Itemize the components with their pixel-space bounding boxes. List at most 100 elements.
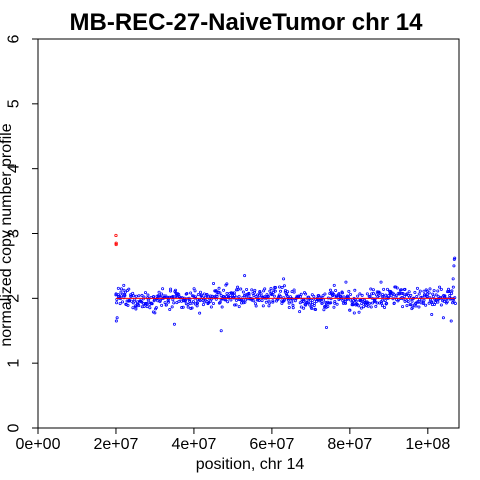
data-point xyxy=(407,290,411,294)
data-point xyxy=(309,301,313,305)
data-point xyxy=(326,304,330,308)
data-point xyxy=(299,292,303,296)
data-point xyxy=(369,287,373,291)
data-point xyxy=(417,292,421,296)
data-point xyxy=(370,301,374,305)
data-point xyxy=(130,299,134,303)
data-point xyxy=(127,287,131,291)
data-point xyxy=(421,301,425,305)
data-point xyxy=(329,301,333,305)
data-point xyxy=(366,304,370,308)
data-point xyxy=(252,299,256,303)
data-point xyxy=(239,287,243,291)
data-point xyxy=(291,303,295,307)
data-point xyxy=(261,304,265,308)
data-point xyxy=(193,289,197,293)
data-point xyxy=(290,300,294,304)
data-point xyxy=(143,291,147,295)
data-point xyxy=(416,300,420,304)
y-tick-label: 6 xyxy=(6,34,23,43)
data-point xyxy=(335,302,339,306)
data-point xyxy=(185,292,189,296)
data-point xyxy=(449,319,453,323)
data-point xyxy=(409,303,413,307)
data-point xyxy=(132,299,136,303)
data-point xyxy=(282,284,286,288)
data-point xyxy=(231,291,235,295)
data-point xyxy=(428,287,432,291)
data-point xyxy=(280,286,284,290)
data-point xyxy=(401,292,405,296)
data-point xyxy=(122,283,126,287)
data-point xyxy=(439,303,443,307)
data-point xyxy=(263,295,267,299)
data-point xyxy=(131,291,135,295)
data-point xyxy=(123,293,127,297)
data-point xyxy=(114,319,118,323)
data-point xyxy=(271,300,275,304)
data-point xyxy=(218,291,222,295)
data-point xyxy=(450,289,454,293)
data-point xyxy=(301,300,305,304)
data-point xyxy=(357,304,361,308)
data-point xyxy=(405,292,409,296)
data-point xyxy=(422,298,426,302)
data-point xyxy=(137,294,141,298)
data-point xyxy=(304,292,308,296)
data-point xyxy=(383,299,387,303)
data-point xyxy=(352,311,356,315)
data-point xyxy=(245,287,249,291)
y-tick-label: 4 xyxy=(6,164,23,173)
data-point xyxy=(314,308,318,312)
data-point xyxy=(254,295,258,299)
data-point xyxy=(236,285,240,289)
y-tick-label: 5 xyxy=(6,99,23,108)
data-point xyxy=(210,294,214,298)
data-point xyxy=(374,304,378,308)
data-point xyxy=(268,301,272,305)
data-point xyxy=(436,300,440,304)
data-point xyxy=(250,288,254,292)
data-point xyxy=(413,291,417,295)
data-point xyxy=(189,291,193,295)
data-point xyxy=(220,305,224,309)
data-point xyxy=(172,301,176,305)
data-point xyxy=(212,281,216,285)
data-point xyxy=(354,299,358,303)
data-point xyxy=(175,301,179,305)
data-point xyxy=(137,304,141,308)
data-point xyxy=(377,294,381,298)
data-point xyxy=(424,303,428,307)
data-point xyxy=(279,295,283,299)
x-tick-label: 2e+07 xyxy=(93,436,138,453)
data-point xyxy=(254,304,258,308)
data-point xyxy=(191,300,195,304)
data-point xyxy=(232,291,236,295)
data-point xyxy=(273,289,277,293)
data-point xyxy=(299,305,303,309)
y-axis: 0 1 2 3 4 5 6 xyxy=(6,34,38,432)
data-point xyxy=(368,295,372,299)
data-point xyxy=(250,297,254,301)
data-point xyxy=(237,294,241,298)
data-point xyxy=(418,289,422,293)
data-point xyxy=(157,290,161,294)
data-point xyxy=(347,289,351,293)
data-point xyxy=(337,292,341,296)
y-tick-label: 1 xyxy=(6,359,23,368)
data-point xyxy=(272,294,276,298)
data-point xyxy=(142,305,146,309)
data-point xyxy=(423,293,427,297)
data-point xyxy=(422,289,426,293)
y-tick-label: 0 xyxy=(6,423,23,432)
data-point xyxy=(292,288,296,292)
data-point xyxy=(322,308,326,312)
data-point xyxy=(171,294,175,298)
data-point xyxy=(402,295,406,299)
data-point xyxy=(228,291,232,295)
data-point xyxy=(401,305,405,309)
data-point xyxy=(447,287,451,291)
data-point xyxy=(176,292,180,296)
